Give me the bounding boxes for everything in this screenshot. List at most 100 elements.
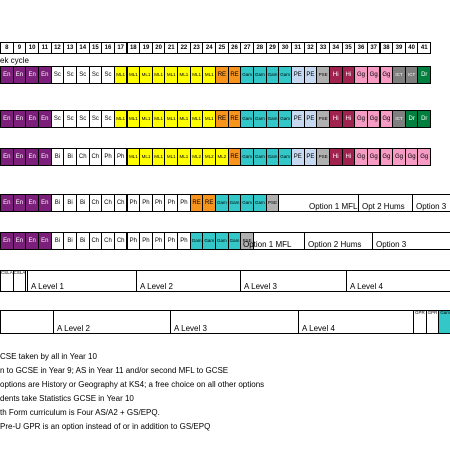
period-number: 18	[126, 42, 141, 54]
period-number: 32	[303, 42, 318, 54]
period-number: 16	[101, 42, 115, 54]
lesson-cell: ML1	[202, 66, 217, 84]
period-number: 14	[75, 42, 90, 54]
lesson-cell: PE	[303, 148, 318, 166]
lesson-cell: Ph	[139, 194, 153, 212]
lesson-cell: Gam	[227, 194, 242, 212]
period-number: 34	[328, 42, 343, 54]
period-number: 30	[278, 42, 292, 54]
lesson-cell: En	[0, 194, 14, 212]
lesson-cell: Gam	[240, 110, 254, 128]
lesson-cell: En	[0, 148, 14, 166]
lesson-cell: Bi	[50, 232, 65, 250]
lesson-cell: En	[25, 66, 39, 84]
lesson-cell: Gg	[404, 148, 419, 166]
lesson-cell: Ph	[164, 232, 179, 250]
lesson-cell: Gg	[354, 148, 368, 166]
option-3: Option 3	[412, 194, 450, 212]
lesson-cell: Ch	[88, 232, 103, 250]
lesson-cell: Gam	[278, 148, 292, 166]
lesson-cell: RE	[215, 110, 229, 128]
lesson-cell: ML1	[151, 66, 166, 84]
a-level-block: A Level 3	[240, 270, 346, 292]
lesson-cell: En	[37, 66, 52, 84]
lesson-cell: Ph	[139, 232, 153, 250]
lesson-cell: Gam	[265, 148, 280, 166]
period-number: 35	[341, 42, 356, 54]
lesson-cell: ML1	[164, 110, 179, 128]
lesson-cell: Ph	[177, 194, 191, 212]
lesson-cell: ML2	[202, 148, 217, 166]
lesson-cell: Hi	[341, 66, 356, 84]
lesson-cell: Hi	[341, 110, 356, 128]
lesson-cell: Ph	[164, 194, 179, 212]
lesson-cell: ML1	[139, 148, 153, 166]
period-number: 19	[139, 42, 153, 54]
lesson-cell: Sc	[63, 66, 77, 84]
lesson-cell: Gg	[354, 66, 368, 84]
period-number: 15	[88, 42, 103, 54]
period-number: 41	[417, 42, 432, 54]
lesson-cell: PSE	[316, 148, 330, 166]
lesson-cell: Ph	[151, 232, 166, 250]
note-3: options are History or Geography at KS4;…	[0, 380, 265, 389]
lesson-cell: PSE	[316, 66, 330, 84]
lesson-cell: ML1	[164, 148, 179, 166]
lesson-cell: Gg	[379, 148, 394, 166]
lesson-cell: ICT	[392, 110, 406, 128]
lesson-cell: Sc	[101, 66, 115, 84]
a-level-row-frame	[0, 310, 450, 334]
period-number: 8	[0, 42, 14, 54]
lesson-cell: Bi	[75, 194, 90, 212]
lesson-cell: RE	[227, 66, 242, 84]
lesson-cell: Bi	[63, 148, 77, 166]
a-level-block: A Level 4	[298, 310, 413, 334]
lesson-cell: Gam	[202, 232, 217, 250]
lesson-cell: Ph	[101, 148, 115, 166]
lesson-cell: Sc	[50, 110, 65, 128]
lesson-cell: Gam	[278, 66, 292, 84]
period-number: 29	[265, 42, 280, 54]
lesson-cell: En	[12, 232, 27, 250]
option-2-hums: Opt 2 Hums	[358, 194, 412, 212]
lesson-cell: En	[0, 232, 14, 250]
lesson-cell: Sc	[75, 110, 90, 128]
lesson-cell: Gam	[189, 232, 204, 250]
lesson-cell: En	[37, 232, 52, 250]
lesson-cell: RE	[215, 66, 229, 84]
lesson-cell: En	[25, 232, 39, 250]
lesson-cell: Gam	[253, 110, 267, 128]
lesson-cell: Gg	[366, 148, 381, 166]
gpr-cell: GPR	[425, 310, 440, 334]
lesson-cell: En	[0, 110, 14, 128]
option-2-hums: Option 2 Hums	[304, 232, 372, 250]
period-number: 9	[12, 42, 27, 54]
csla-cell: CSLA	[0, 270, 14, 292]
period-number: 26	[227, 42, 242, 54]
lesson-cell: PE	[290, 148, 305, 166]
lesson-cell: En	[12, 148, 27, 166]
option-block-frame	[253, 232, 450, 250]
lesson-cell: Gg	[366, 110, 381, 128]
a-level-block: A Level 2	[53, 310, 170, 334]
games-cell: Gam	[438, 310, 450, 334]
lesson-cell: Gam	[240, 66, 254, 84]
lesson-cell: Sc	[101, 110, 115, 128]
lesson-cell: Ch	[75, 148, 90, 166]
lesson-cell: PE	[303, 110, 318, 128]
lesson-cell: Bi	[50, 148, 65, 166]
lesson-cell: ML1	[189, 66, 204, 84]
period-number: 25	[215, 42, 229, 54]
a-level-block: A Level 4	[346, 270, 450, 292]
lesson-cell: ML1	[164, 66, 179, 84]
lesson-cell: Dr	[417, 110, 432, 128]
gpr-cell: GPR	[413, 310, 427, 334]
period-number: 10	[25, 42, 39, 54]
cycle-label: ek cycle	[0, 56, 29, 65]
period-number: 37	[366, 42, 381, 54]
period-number: 27	[240, 42, 254, 54]
period-number: 40	[404, 42, 419, 54]
lesson-cell: ML1	[177, 110, 191, 128]
note-6: Pre-U GPR is an option instead of or in …	[0, 422, 211, 431]
